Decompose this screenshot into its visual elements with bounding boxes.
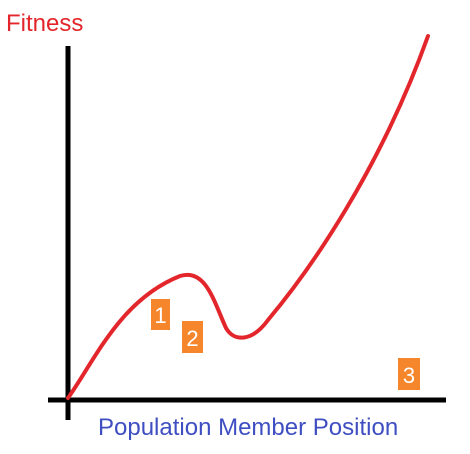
marker-2: 2 (182, 321, 203, 353)
marker-1: 1 (151, 299, 170, 330)
marker-3-badge (398, 358, 420, 390)
marker-2-badge (182, 321, 203, 353)
fitness-curve (66, 34, 430, 400)
marker-2-label: 2 (186, 326, 198, 351)
y-axis-title: Fitness (6, 10, 83, 37)
marker-1-badge (151, 299, 170, 330)
marker-3: 3 (398, 358, 420, 390)
marker-3-label: 3 (403, 363, 415, 388)
x-axis-title: Population Member Position (98, 414, 398, 441)
marker-1-label: 1 (154, 303, 166, 328)
